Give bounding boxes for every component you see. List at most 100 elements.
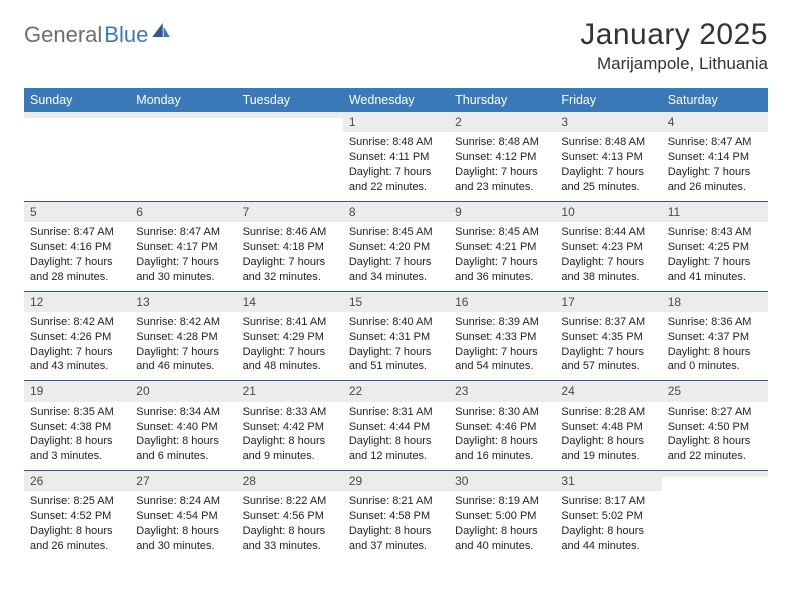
day-details: Sunrise: 8:19 AMSunset: 5:00 PMDaylight:… <box>449 491 555 559</box>
day-number: 20 <box>130 381 236 401</box>
day-number: 12 <box>24 292 130 312</box>
daylight-line: Daylight: 7 hours <box>455 345 549 360</box>
daylight-line: and 46 minutes. <box>136 359 230 374</box>
day-of-week-row: SundayMondayTuesdayWednesdayThursdayFrid… <box>24 88 768 112</box>
calendar-page: General Blue January 2025 Marijampole, L… <box>0 0 792 560</box>
daylight-line: and 30 minutes. <box>136 270 230 285</box>
daylight-line: Daylight: 8 hours <box>668 434 762 449</box>
daylight-line: and 26 minutes. <box>668 180 762 195</box>
daylight-line: Daylight: 7 hours <box>30 345 124 360</box>
sunrise-line: Sunrise: 8:33 AM <box>243 405 337 420</box>
day-cell: 16Sunrise: 8:39 AMSunset: 4:33 PMDayligh… <box>449 291 555 381</box>
daylight-line: and 22 minutes. <box>349 180 443 195</box>
day-details: Sunrise: 8:25 AMSunset: 4:52 PMDaylight:… <box>24 491 130 559</box>
daylight-line: Daylight: 7 hours <box>455 165 549 180</box>
day-of-week-header: Monday <box>130 88 236 112</box>
day-cell <box>130 112 236 201</box>
day-details: Sunrise: 8:42 AMSunset: 4:28 PMDaylight:… <box>130 312 236 380</box>
day-number: 17 <box>555 292 661 312</box>
day-of-week-header: Friday <box>555 88 661 112</box>
daylight-line: and 12 minutes. <box>349 449 443 464</box>
day-cell: 30Sunrise: 8:19 AMSunset: 5:00 PMDayligh… <box>449 471 555 560</box>
sunset-line: Sunset: 4:18 PM <box>243 240 337 255</box>
sunrise-line: Sunrise: 8:30 AM <box>455 405 549 420</box>
day-cell: 5Sunrise: 8:47 AMSunset: 4:16 PMDaylight… <box>24 201 130 291</box>
day-cell: 22Sunrise: 8:31 AMSunset: 4:44 PMDayligh… <box>343 381 449 471</box>
day-number: 22 <box>343 381 449 401</box>
day-cell: 2Sunrise: 8:48 AMSunset: 4:12 PMDaylight… <box>449 112 555 201</box>
day-number: 14 <box>237 292 343 312</box>
day-details: Sunrise: 8:37 AMSunset: 4:35 PMDaylight:… <box>555 312 661 380</box>
sunset-line: Sunset: 4:25 PM <box>668 240 762 255</box>
sunrise-line: Sunrise: 8:19 AM <box>455 494 549 509</box>
day-of-week-header: Saturday <box>662 88 768 112</box>
week-row: 19Sunrise: 8:35 AMSunset: 4:38 PMDayligh… <box>24 381 768 471</box>
day-cell: 15Sunrise: 8:40 AMSunset: 4:31 PMDayligh… <box>343 291 449 381</box>
daylight-line: Daylight: 7 hours <box>349 255 443 270</box>
daylight-line: Daylight: 8 hours <box>30 434 124 449</box>
day-details: Sunrise: 8:41 AMSunset: 4:29 PMDaylight:… <box>237 312 343 380</box>
day-details: Sunrise: 8:40 AMSunset: 4:31 PMDaylight:… <box>343 312 449 380</box>
day-cell: 12Sunrise: 8:42 AMSunset: 4:26 PMDayligh… <box>24 291 130 381</box>
day-number: 18 <box>662 292 768 312</box>
sunset-line: Sunset: 5:00 PM <box>455 509 549 524</box>
daylight-line: and 41 minutes. <box>668 270 762 285</box>
day-number: 19 <box>24 381 130 401</box>
brand-logo: General Blue <box>24 22 170 48</box>
daylight-line: and 25 minutes. <box>561 180 655 195</box>
sunrise-line: Sunrise: 8:43 AM <box>668 225 762 240</box>
daylight-line: and 38 minutes. <box>561 270 655 285</box>
day-details: Sunrise: 8:17 AMSunset: 5:02 PMDaylight:… <box>555 491 661 559</box>
day-details: Sunrise: 8:45 AMSunset: 4:20 PMDaylight:… <box>343 222 449 290</box>
day-details: Sunrise: 8:35 AMSunset: 4:38 PMDaylight:… <box>24 402 130 470</box>
daylight-line: Daylight: 8 hours <box>561 434 655 449</box>
sunrise-line: Sunrise: 8:48 AM <box>455 135 549 150</box>
day-cell: 9Sunrise: 8:45 AMSunset: 4:21 PMDaylight… <box>449 201 555 291</box>
sunset-line: Sunset: 4:46 PM <box>455 420 549 435</box>
sunset-line: Sunset: 4:26 PM <box>30 330 124 345</box>
day-details: Sunrise: 8:24 AMSunset: 4:54 PMDaylight:… <box>130 491 236 559</box>
brand-part1: General <box>24 22 102 48</box>
sunrise-line: Sunrise: 8:31 AM <box>349 405 443 420</box>
day-details: Sunrise: 8:30 AMSunset: 4:46 PMDaylight:… <box>449 402 555 470</box>
sunrise-line: Sunrise: 8:37 AM <box>561 315 655 330</box>
daylight-line: and 22 minutes. <box>668 449 762 464</box>
daylight-line: Daylight: 7 hours <box>668 165 762 180</box>
day-details: Sunrise: 8:36 AMSunset: 4:37 PMDaylight:… <box>662 312 768 380</box>
day-number: 23 <box>449 381 555 401</box>
daylight-line: and 34 minutes. <box>349 270 443 285</box>
sunset-line: Sunset: 4:42 PM <box>243 420 337 435</box>
day-cell: 4Sunrise: 8:47 AMSunset: 4:14 PMDaylight… <box>662 112 768 201</box>
daylight-line: Daylight: 7 hours <box>136 255 230 270</box>
sunset-line: Sunset: 4:23 PM <box>561 240 655 255</box>
daylight-line: Daylight: 8 hours <box>30 524 124 539</box>
daylight-line: Daylight: 8 hours <box>243 524 337 539</box>
day-number: 25 <box>662 381 768 401</box>
sunrise-line: Sunrise: 8:48 AM <box>349 135 443 150</box>
daylight-line: Daylight: 8 hours <box>136 434 230 449</box>
sunset-line: Sunset: 4:16 PM <box>30 240 124 255</box>
sunrise-line: Sunrise: 8:45 AM <box>349 225 443 240</box>
day-cell: 17Sunrise: 8:37 AMSunset: 4:35 PMDayligh… <box>555 291 661 381</box>
day-details: Sunrise: 8:48 AMSunset: 4:12 PMDaylight:… <box>449 132 555 200</box>
day-number: 5 <box>24 202 130 222</box>
daylight-line: and 26 minutes. <box>30 539 124 554</box>
sunrise-line: Sunrise: 8:24 AM <box>136 494 230 509</box>
sunrise-line: Sunrise: 8:47 AM <box>668 135 762 150</box>
day-details: Sunrise: 8:48 AMSunset: 4:11 PMDaylight:… <box>343 132 449 200</box>
daylight-line: Daylight: 8 hours <box>349 434 443 449</box>
day-details: Sunrise: 8:39 AMSunset: 4:33 PMDaylight:… <box>449 312 555 380</box>
week-row: 26Sunrise: 8:25 AMSunset: 4:52 PMDayligh… <box>24 471 768 560</box>
sunset-line: Sunset: 4:11 PM <box>349 150 443 165</box>
day-cell: 21Sunrise: 8:33 AMSunset: 4:42 PMDayligh… <box>237 381 343 471</box>
day-details: Sunrise: 8:34 AMSunset: 4:40 PMDaylight:… <box>130 402 236 470</box>
day-cell: 19Sunrise: 8:35 AMSunset: 4:38 PMDayligh… <box>24 381 130 471</box>
day-number: 28 <box>237 471 343 491</box>
day-details: Sunrise: 8:46 AMSunset: 4:18 PMDaylight:… <box>237 222 343 290</box>
day-cell: 13Sunrise: 8:42 AMSunset: 4:28 PMDayligh… <box>130 291 236 381</box>
day-cell <box>24 112 130 201</box>
sunrise-line: Sunrise: 8:42 AM <box>136 315 230 330</box>
day-number: 27 <box>130 471 236 491</box>
daylight-line: Daylight: 8 hours <box>243 434 337 449</box>
daylight-line: Daylight: 7 hours <box>561 255 655 270</box>
